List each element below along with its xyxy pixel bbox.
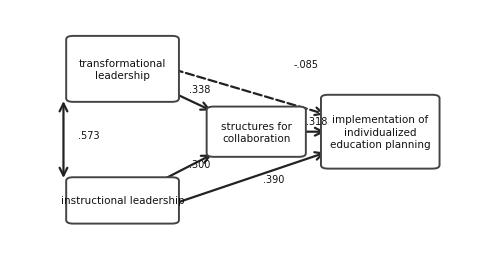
Text: implementation of
individualized
education planning: implementation of individualized educati… — [330, 115, 430, 150]
Text: .573: .573 — [78, 130, 100, 140]
FancyBboxPatch shape — [321, 96, 440, 169]
Text: .318: .318 — [306, 116, 327, 126]
Text: -.085: -.085 — [293, 60, 318, 70]
Text: structures for
collaboration: structures for collaboration — [221, 121, 292, 143]
Text: .300: .300 — [190, 160, 211, 169]
FancyBboxPatch shape — [66, 37, 179, 102]
Text: .390: .390 — [263, 174, 284, 184]
Text: .338: .338 — [190, 85, 211, 95]
Text: transformational
leadership: transformational leadership — [79, 58, 166, 81]
FancyBboxPatch shape — [66, 178, 179, 224]
Text: instructional leadership: instructional leadership — [61, 196, 184, 206]
FancyBboxPatch shape — [206, 107, 306, 157]
